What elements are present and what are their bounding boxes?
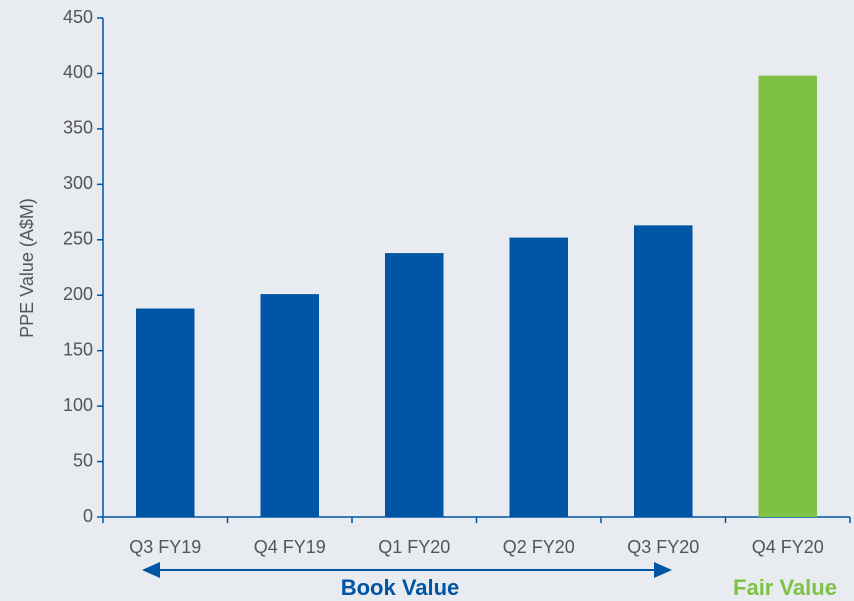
y-tick-label: 250 — [63, 229, 93, 249]
y-tick-label: 300 — [63, 173, 93, 193]
y-tick-label: 150 — [63, 339, 93, 359]
y-tick-label: 100 — [63, 395, 93, 415]
bar — [509, 237, 569, 517]
y-tick-label: 450 — [63, 7, 93, 27]
bar — [758, 75, 818, 517]
x-tick-label: Q1 FY20 — [378, 537, 450, 557]
x-tick-label: Q4 FY19 — [254, 537, 326, 557]
annotation: Fair Value — [733, 575, 837, 600]
bar — [633, 225, 693, 517]
y-tick-label: 50 — [73, 450, 93, 470]
x-tick-label: Q3 FY19 — [129, 537, 201, 557]
x-tick-label: Q4 FY20 — [752, 537, 824, 557]
bar — [260, 294, 320, 517]
bar — [135, 308, 195, 517]
y-tick-label: 0 — [83, 506, 93, 526]
bar — [384, 253, 444, 517]
y-axis-label: PPE Value (A$M) — [17, 198, 37, 338]
y-tick-label: 200 — [63, 284, 93, 304]
y-tick-label: 350 — [63, 118, 93, 138]
x-tick-label: Q2 FY20 — [503, 537, 575, 557]
y-tick-label: 400 — [63, 62, 93, 82]
annotation: Book Value — [341, 575, 460, 600]
x-tick-label: Q3 FY20 — [627, 537, 699, 557]
